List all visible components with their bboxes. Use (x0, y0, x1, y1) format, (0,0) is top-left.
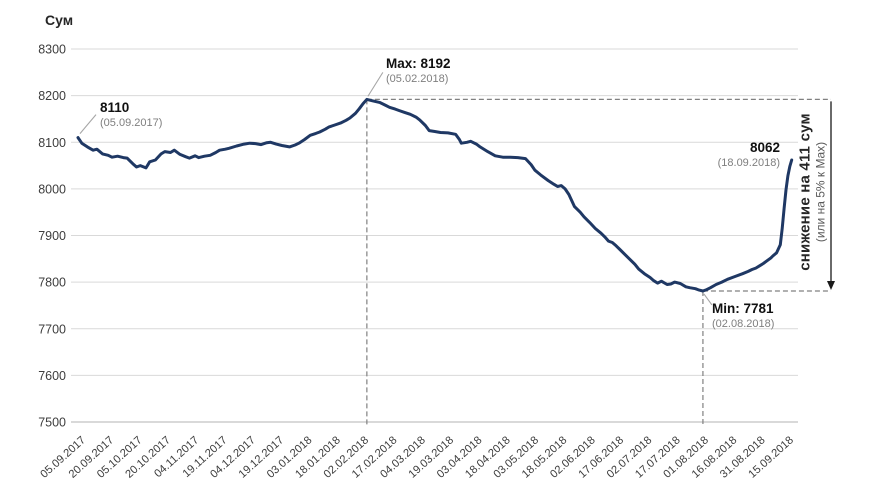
annotation-min-date: (02.08.2018) (712, 317, 775, 330)
decline-note-line1: снижение на 411 сум (796, 113, 814, 271)
y-tick-label: 8300 (38, 43, 66, 57)
decline-note: снижение на 411 сум (или на 5% к Max) (797, 113, 828, 271)
y-tick-label: 8000 (38, 182, 66, 196)
guide-lines-group (366, 98, 831, 425)
annotation-max-date: (05.02.2018) (386, 72, 449, 85)
y-axis-title: Сум (45, 12, 74, 28)
y-tick-label: 7900 (38, 229, 66, 243)
min-connector (703, 293, 713, 306)
gridlines-group (71, 48, 798, 423)
annotation-min: Min: 7781 (02.08.2018) (712, 301, 774, 332)
annotation-start: 8110 (05.09.2017) (100, 100, 162, 131)
decline-note-line2: (или на 5% к Max) (813, 141, 828, 243)
decline-arrow-head (827, 280, 835, 290)
y-tick-label: 7600 (38, 369, 66, 383)
decline-arrow-group (827, 101, 835, 290)
y-tick-label: 7700 (38, 322, 66, 336)
y-tick-labels-group: 8300 8200 8100 8000 7900 7800 7700 7600 7500 (38, 43, 66, 430)
max-connector (367, 72, 384, 97)
connectors-group (79, 72, 713, 306)
annotation-end: 8062 (18.09.2018) (718, 140, 780, 171)
series-line (76, 97, 794, 293)
x-tick-labels-group: 05.09.201720.09.201705.10.201720.10.2017… (38, 434, 796, 480)
annotation-start-date: (05.09.2017) (100, 116, 163, 129)
annotation-end-date: (18.09.2018) (717, 156, 780, 169)
start-connector (79, 114, 97, 134)
y-tick-label: 8100 (38, 136, 66, 150)
y-tick-label: 7800 (38, 276, 66, 290)
annotation-min-label: Min: 7781 (712, 301, 774, 316)
annotation-end-value: 8062 (749, 140, 780, 155)
annotation-max-label: Max: 8192 (386, 56, 451, 71)
annotation-max: Max: 8192 (05.02.2018) (386, 56, 451, 87)
y-tick-label: 7500 (38, 416, 66, 430)
y-tick-label: 8200 (38, 89, 66, 103)
annotation-start-value: 8110 (100, 100, 130, 115)
